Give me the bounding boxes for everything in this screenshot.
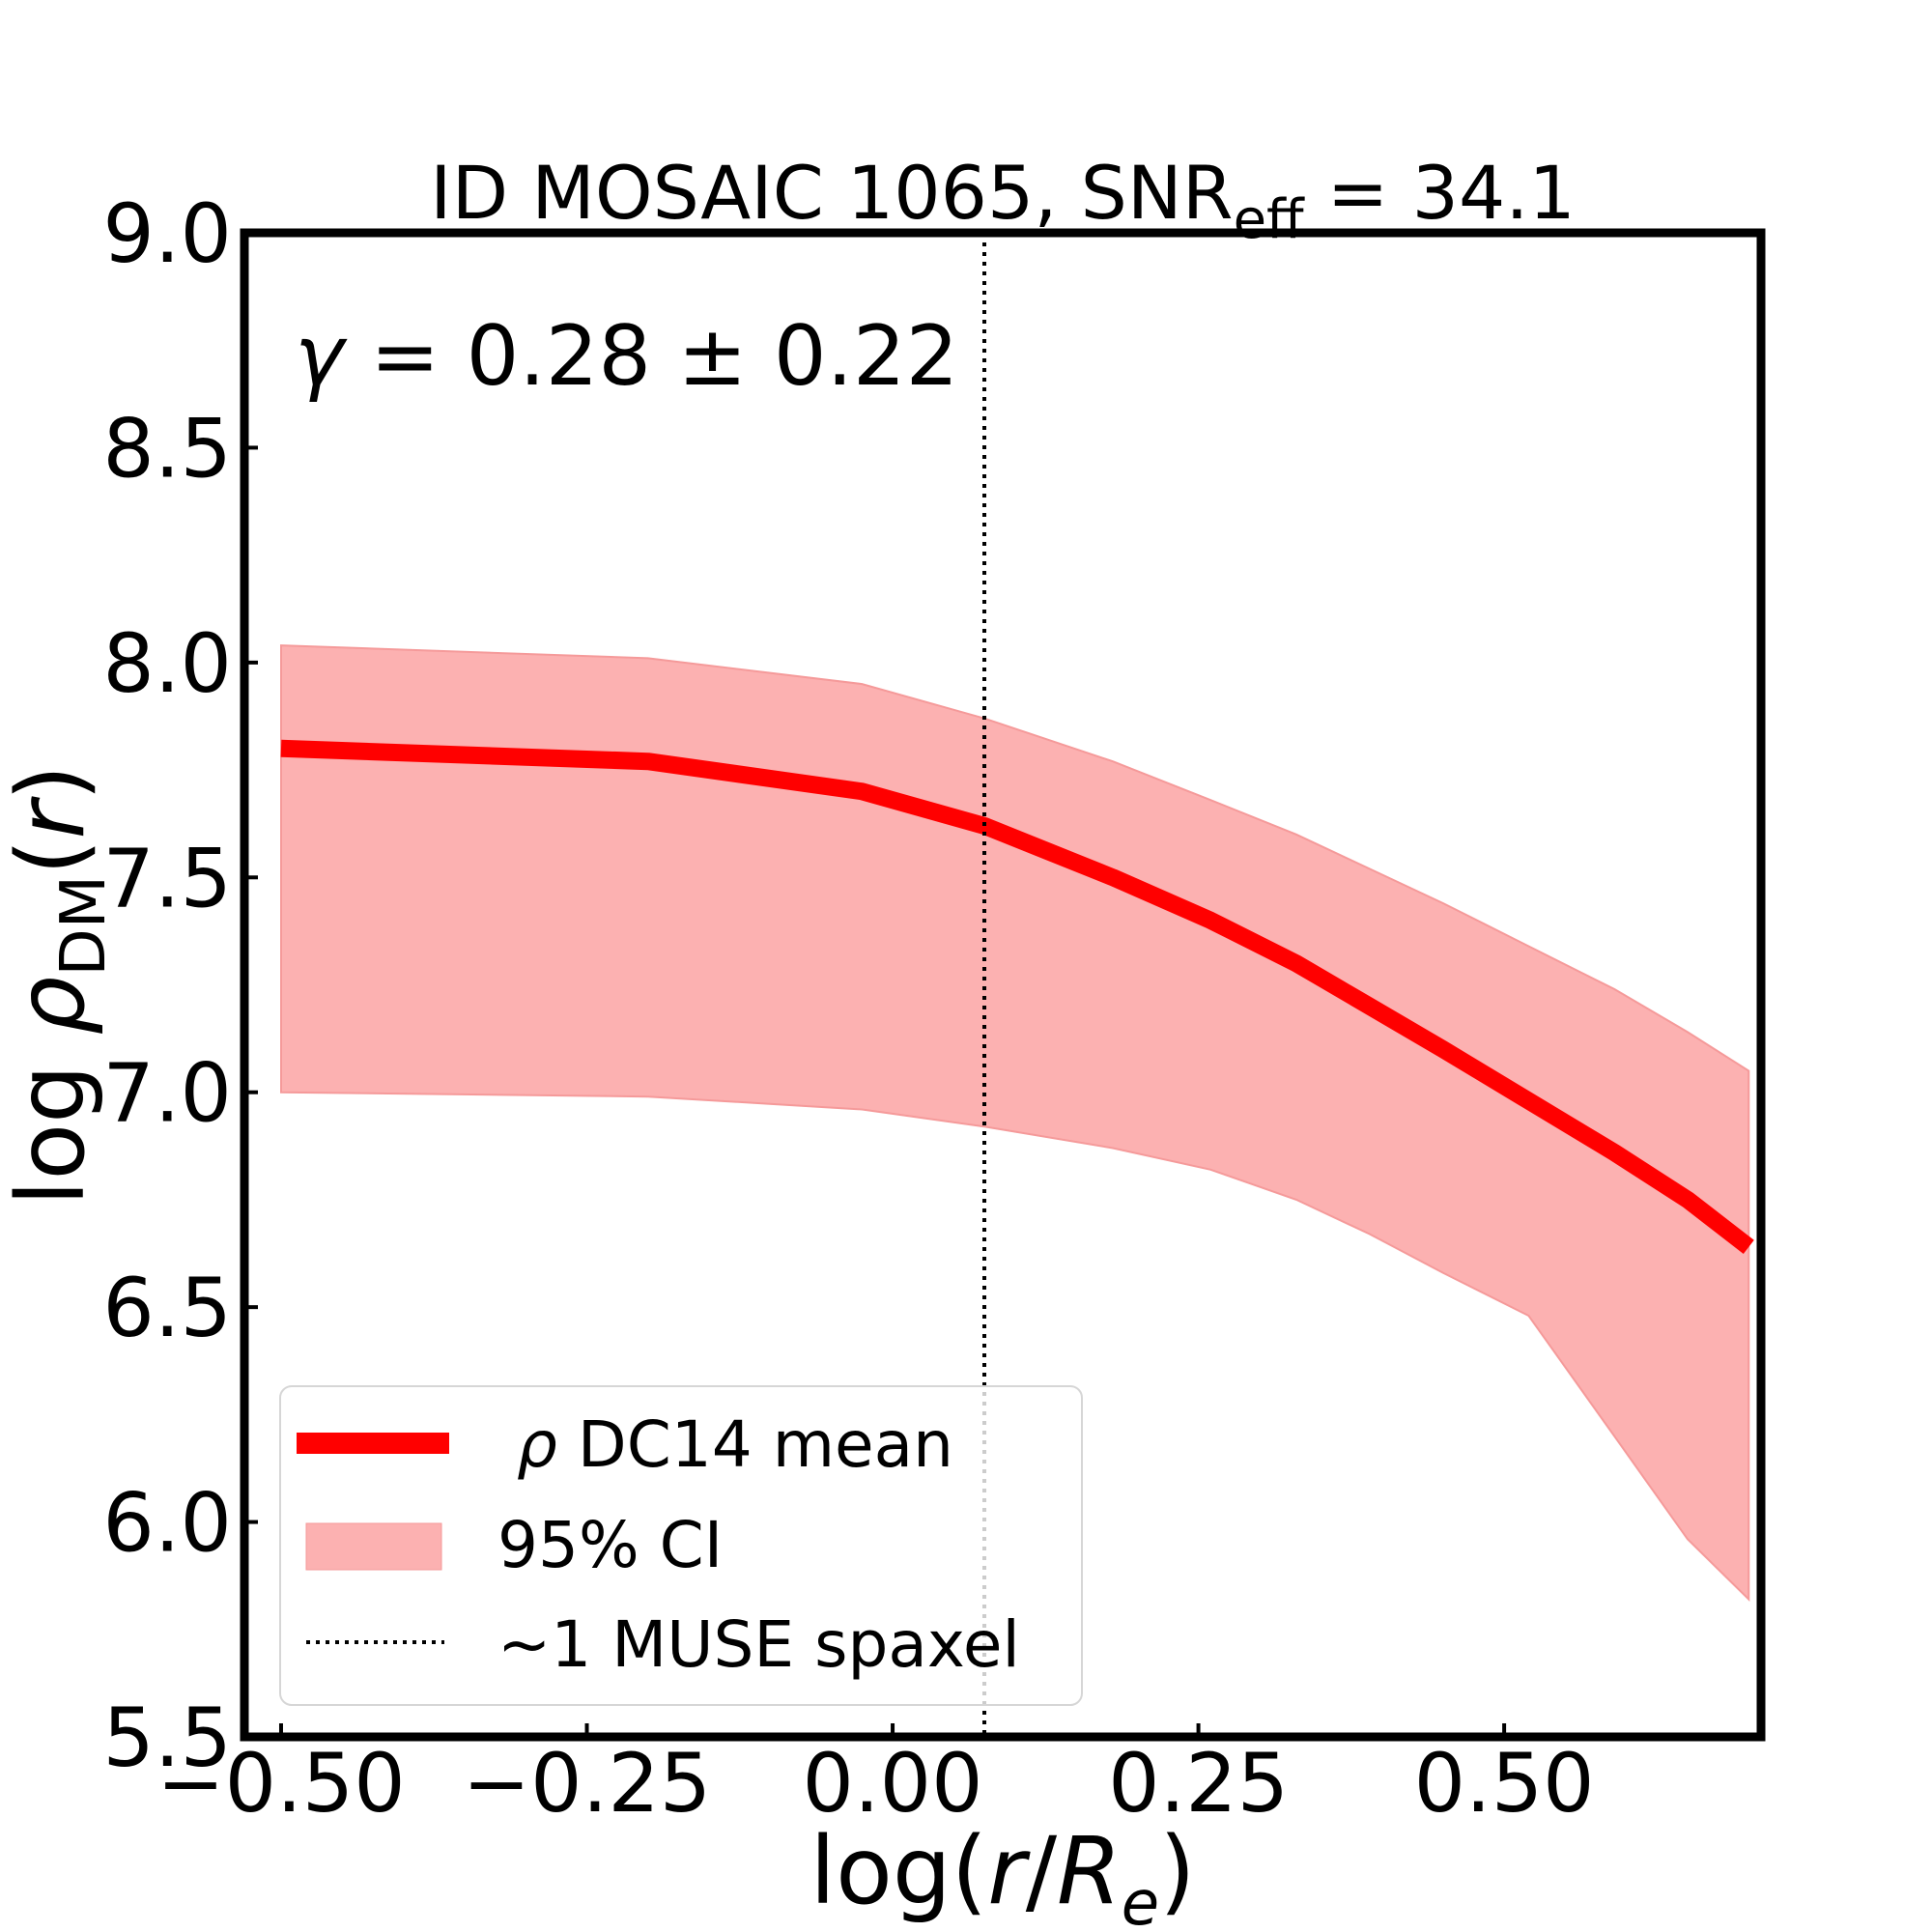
gamma-symbol: γ	[295, 308, 348, 405]
y-tick-label: 7.5	[102, 831, 232, 925]
plot-area	[280, 233, 1754, 1737]
gamma-annotation: γ = 0.28 ± 0.22	[295, 308, 958, 405]
axes: −0.50 −0.25 0.00 0.25 0.50 5.5 6.0 6.5 7.0 7.5 8.0…	[102, 186, 1766, 1831]
legend-mean-text: DC14 mean	[557, 1407, 953, 1482]
legend-mean-label: ρ DC14 mean	[517, 1407, 953, 1482]
chart-title: ID MOSAIC 1065, SNReff = 34.1	[430, 150, 1576, 251]
legend-ci-swatch	[305, 1522, 442, 1571]
x-axis-label: log(r/Re)	[810, 1817, 1195, 1932]
y-axis-label: log ρDM(r)	[0, 765, 120, 1207]
x-label-close: )	[1159, 1817, 1195, 1925]
title-value: = 34.1	[1304, 150, 1576, 236]
x-label-R: R	[1057, 1817, 1122, 1925]
x-label-subscript: e	[1122, 1868, 1159, 1932]
mean-line	[280, 739, 1754, 1255]
y-tick-label: 9.0	[102, 186, 232, 281]
x-tick-label: 0.00	[803, 1736, 983, 1831]
y-label-close: )	[0, 765, 105, 801]
y-tick-label: 7.0	[102, 1046, 232, 1141]
y-label-log: log	[0, 1035, 105, 1206]
y-label-r: r	[0, 796, 105, 839]
legend-rho: ρ	[517, 1407, 557, 1482]
y-tick-label: 5.5	[102, 1690, 232, 1785]
x-label-log: log(	[810, 1817, 987, 1925]
gamma-value: = 0.28 ± 0.22	[344, 308, 958, 405]
x-tick-label: −0.50	[156, 1736, 405, 1831]
y-label-subscript: DM	[48, 875, 120, 977]
plot-frame	[240, 228, 1766, 1742]
y-tick-label: 6.5	[102, 1261, 232, 1355]
legend-spaxel-label: ~1 MUSE spaxel	[497, 1607, 1020, 1682]
y-label-open: (	[0, 839, 105, 875]
title-main: ID MOSAIC 1065, SNR	[430, 150, 1233, 236]
y-tick-label: 8.5	[102, 401, 232, 496]
legend-box	[279, 1385, 1083, 1706]
y-tick-label: 6.0	[102, 1476, 232, 1571]
legend-ci-label: 95% CI	[497, 1508, 723, 1582]
x-tick-label: 0.25	[1108, 1736, 1289, 1831]
ci-band	[280, 644, 1750, 1602]
y-tick-label: 8.0	[102, 616, 232, 711]
plot-inner	[280, 233, 1754, 1737]
x-label-slash: /	[1026, 1817, 1058, 1925]
x-tick-label: 0.50	[1414, 1736, 1595, 1831]
title-subscript: eff	[1234, 188, 1305, 251]
y-label-rho: ρ	[0, 977, 105, 1036]
legend: ρ DC14 mean 95% CI ~1 MUSE spaxel	[279, 1385, 1083, 1706]
x-label-r: r	[987, 1817, 1031, 1925]
x-tick-label: −0.25	[463, 1736, 711, 1831]
chart-text: ID MOSAIC 1065, SNReff = 34.1 γ = 0.28 ± …	[0, 150, 1576, 1932]
